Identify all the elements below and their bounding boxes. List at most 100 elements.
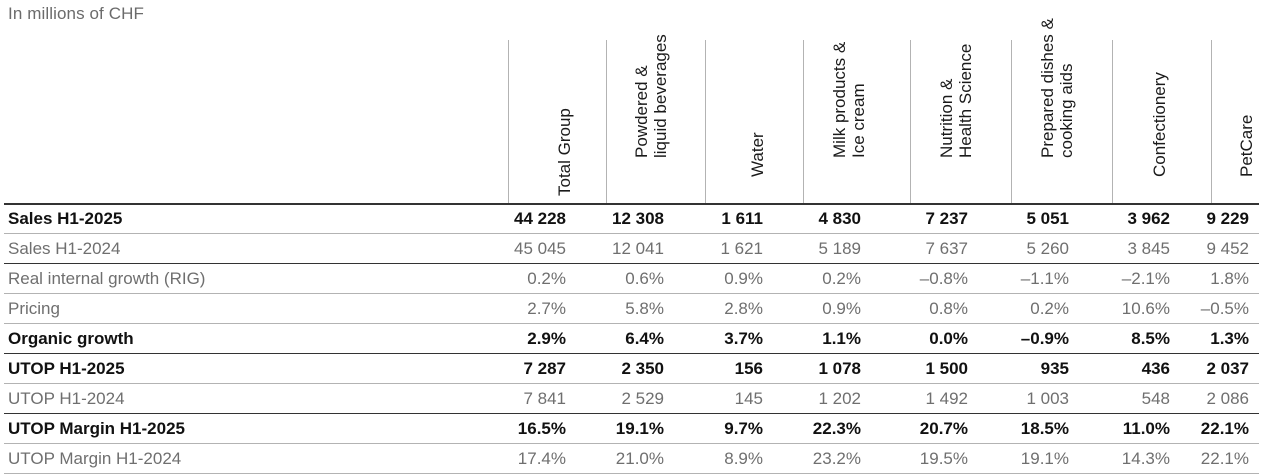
header-divider [705,40,706,204]
table-header: Total Group Powdered & liquid beverages W… [0,0,1269,204]
cell-petcare: 9 229 [1180,204,1259,234]
cell-prepared: 5 260 [978,233,1079,264]
column-header-line: Water [748,132,767,177]
cell-powdered: 0.6% [576,263,674,294]
cell-powdered: 2 529 [576,383,674,414]
table-body: Sales H1-2025 44 228 12 308 1 611 4 830 7 237… [4,204,1259,474]
cell-confectionery: 436 [1079,353,1180,384]
column-header-line: liquid beverages [651,34,670,158]
header-divider [1011,40,1012,204]
cell-total: 7 287 [490,353,576,384]
cell-water: 8.9% [674,443,773,474]
cell-nutrition: 0.0% [871,323,978,354]
cell-milk: 0.9% [773,293,871,324]
header-divider [910,40,911,204]
cell-petcare: 1.8% [1180,263,1259,294]
row-label: Real internal growth (RIG) [4,263,490,294]
cell-petcare: 22.1% [1180,443,1259,474]
table-row: Organic growth 2.9% 6.4% 3.7% 1.1% 0.0% –0.9% 8… [4,323,1259,354]
cell-confectionery: 8.5% [1079,323,1180,354]
cell-nutrition: 0.8% [871,293,978,324]
cell-confectionery: 11.0% [1079,413,1180,444]
header-divider [803,40,804,204]
table-row: UTOP H1-2025 7 287 2 350 156 1 078 1 500 935 43… [4,353,1259,384]
cell-nutrition: 1 492 [871,383,978,414]
cell-petcare: –0.5% [1180,293,1259,324]
column-header-line: Confectionery [1150,72,1169,177]
cell-water: 9.7% [674,413,773,444]
cell-total: 45 045 [490,233,576,264]
cell-nutrition: 19.5% [871,443,978,474]
cell-total: 2.7% [490,293,576,324]
column-header-line: Milk products & [830,41,849,158]
column-header-line: cooking aids [1057,63,1076,158]
column-header-line: Powdered & [632,65,651,158]
cell-confectionery: –2.1% [1079,263,1180,294]
row-label: Sales H1-2024 [4,233,490,264]
cell-total: 0.2% [490,263,576,294]
cell-prepared: 5 051 [978,204,1079,234]
header-divider [606,40,607,204]
table-row: UTOP Margin H1-2024 17.4% 21.0% 8.9% 23.2% 19… [4,443,1259,474]
cell-confectionery: 14.3% [1079,443,1180,474]
cell-powdered: 19.1% [576,413,674,444]
cell-water: 156 [674,353,773,384]
header-divider [1211,40,1212,204]
cell-prepared: –0.9% [978,323,1079,354]
cell-prepared: 0.2% [978,293,1079,324]
cell-total: 16.5% [490,413,576,444]
cell-powdered: 12 041 [576,233,674,264]
cell-prepared: –1.1% [978,263,1079,294]
cell-confectionery: 10.6% [1079,293,1180,324]
row-label: UTOP Margin H1-2024 [4,443,490,474]
cell-milk: 1 078 [773,353,871,384]
cell-milk: 23.2% [773,443,871,474]
column-header-line: Total Group [555,108,574,196]
cell-prepared: 19.1% [978,443,1079,474]
cell-nutrition: 1 500 [871,353,978,384]
table-row: Sales H1-2025 44 228 12 308 1 611 4 830 7 237… [4,204,1259,234]
row-label: Sales H1-2025 [4,204,490,234]
header-divider [508,40,509,204]
column-header-line: PetCare [1237,114,1256,177]
column-header-line: Health Science [956,43,975,158]
cell-nutrition: 7 637 [871,233,978,264]
cell-milk: 1 202 [773,383,871,414]
cell-petcare: 9 452 [1180,233,1259,264]
column-header-line: Ice cream [849,83,868,158]
row-label: Pricing [4,293,490,324]
column-header-line: Nutrition & [937,78,956,158]
cell-prepared: 18.5% [978,413,1079,444]
cell-powdered: 2 350 [576,353,674,384]
cell-prepared: 935 [978,353,1079,384]
cell-prepared: 1 003 [978,383,1079,414]
cell-nutrition: –0.8% [871,263,978,294]
row-label: UTOP H1-2024 [4,383,490,414]
cell-water: 3.7% [674,323,773,354]
cell-petcare: 22.1% [1180,413,1259,444]
row-label: UTOP H1-2025 [4,353,490,384]
caption: In millions of CHF [8,4,144,23]
cell-milk: 5 189 [773,233,871,264]
table-row: Real internal growth (RIG) 0.2% 0.6% 0.9% 0.… [4,263,1259,294]
cell-nutrition: 7 237 [871,204,978,234]
table-row: UTOP Margin H1-2025 16.5% 19.1% 9.7% 22.3% 20… [4,413,1259,444]
cell-powdered: 6.4% [576,323,674,354]
cell-milk: 0.2% [773,263,871,294]
cell-water: 145 [674,383,773,414]
cell-water: 1 621 [674,233,773,264]
cell-total: 2.9% [490,323,576,354]
cell-milk: 1.1% [773,323,871,354]
column-header-line: Prepared dishes & [1038,18,1057,158]
cell-powdered: 12 308 [576,204,674,234]
table-row: Pricing 2.7% 5.8% 2.8% 0.9% 0.8% 0.2% 10.6% –0.5… [4,293,1259,324]
cell-confectionery: 3 845 [1079,233,1180,264]
cell-milk: 22.3% [773,413,871,444]
cell-water: 2.8% [674,293,773,324]
cell-total: 44 228 [490,204,576,234]
cell-powdered: 21.0% [576,443,674,474]
row-label: UTOP Margin H1-2025 [4,413,490,444]
cell-petcare: 1.3% [1180,323,1259,354]
table-row: UTOP H1-2024 7 841 2 529 145 1 202 1 492 1 003… [4,383,1259,414]
cell-petcare: 2 037 [1180,353,1259,384]
